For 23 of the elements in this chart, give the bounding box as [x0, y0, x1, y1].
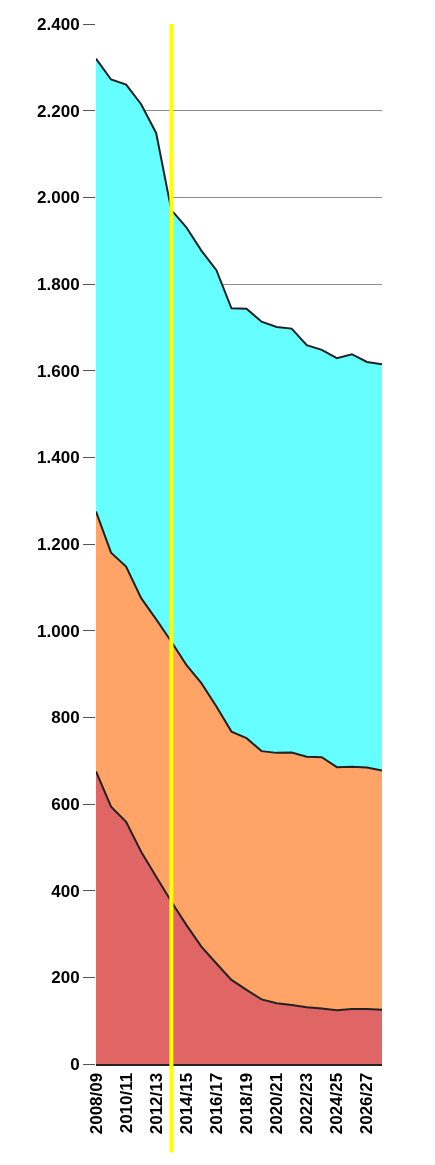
- y-tick-label: 1.200: [37, 534, 80, 554]
- x-tick-label: 2012/13: [146, 1072, 166, 1135]
- x-tick-label: 2008/09: [86, 1072, 106, 1135]
- x-tick-label: 2016/17: [206, 1072, 226, 1135]
- y-tick-label: 800: [51, 708, 80, 728]
- y-tick-label: 400: [51, 881, 80, 901]
- x-tick-label: 2014/15: [176, 1072, 196, 1135]
- y-tick-label: 1.600: [37, 361, 80, 381]
- y-tick-label: 1.800: [37, 274, 80, 294]
- x-tick-label: 2024/25: [327, 1072, 347, 1135]
- y-tick-label: 2.400: [37, 14, 80, 34]
- x-tick-label: 2018/19: [237, 1072, 257, 1135]
- x-tick-label: 2010/11: [116, 1072, 136, 1134]
- y-tick-label: 1.000: [37, 621, 80, 641]
- y-tick-label: 2.200: [37, 101, 80, 121]
- y-tick-label: 0: [70, 1054, 80, 1074]
- y-tick-label: 1.400: [37, 448, 80, 468]
- x-tick-label: 2022/23: [297, 1072, 317, 1135]
- y-tick-label: 600: [51, 794, 80, 814]
- y-tick-label: 2.000: [37, 188, 80, 208]
- x-tick-label: 2020/21: [267, 1072, 287, 1135]
- x-tick-label: 2026/27: [357, 1072, 377, 1135]
- y-tick-label: 200: [51, 968, 80, 988]
